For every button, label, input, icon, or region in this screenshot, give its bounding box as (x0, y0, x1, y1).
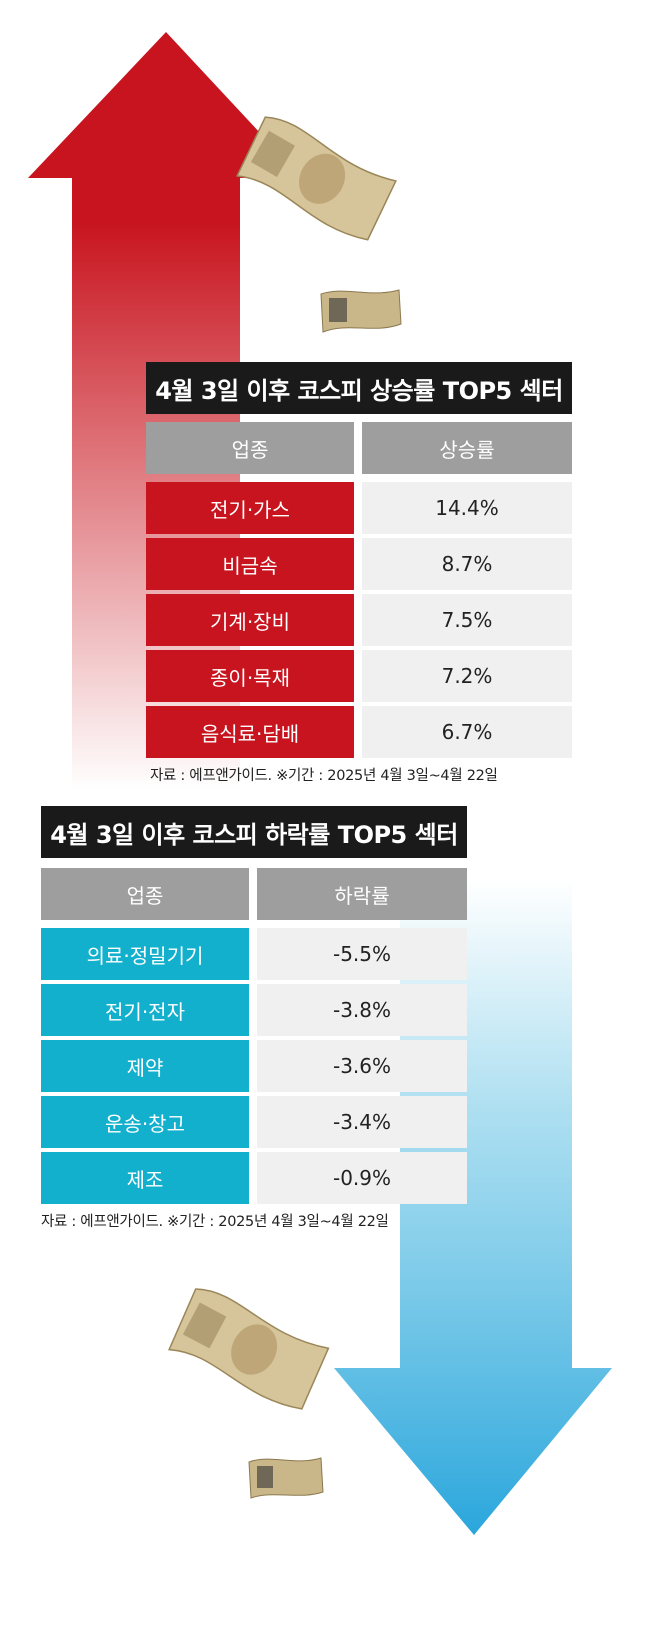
data-label: 7.5% (362, 594, 572, 646)
sector-name: 의료·정밀기기 (41, 928, 249, 980)
rise-table-title: 4월 3일 이후 코스피 상승률 TOP5 섹터 (146, 362, 572, 414)
banknote-icon (168, 1288, 330, 1410)
table-row: 제약 -3.6% (41, 1040, 467, 1092)
sector-name: 전기·전자 (41, 984, 249, 1036)
fall-table: 4월 3일 이후 코스피 하락률 TOP5 섹터 업종 하락률 의료·정밀기기 … (41, 806, 467, 1204)
fall-source-note: 자료 : 에프앤가이드. ※기간 : 2025년 4월 3일~4월 22일 (41, 1214, 389, 1230)
table-row: 비금속 8.7% (146, 538, 572, 590)
sector-name: 운송·창고 (41, 1096, 249, 1148)
banknote-icon (235, 116, 397, 241)
data-label: -5.5% (257, 928, 467, 980)
table-row: 전기·가스 14.4% (146, 482, 572, 534)
fall-header-rate: 하락률 (257, 868, 467, 920)
table-row: 기계·장비 7.5% (146, 594, 572, 646)
table-row: 운송·창고 -3.4% (41, 1096, 467, 1148)
table-row: 의료·정밀기기 -5.5% (41, 928, 467, 980)
rise-table: 4월 3일 이후 코스피 상승률 TOP5 섹터 업종 상승률 전기·가스 14… (146, 362, 572, 758)
data-label: -3.6% (257, 1040, 467, 1092)
fall-table-header: 업종 하락률 (41, 868, 467, 920)
data-label: 7.2% (362, 650, 572, 702)
sector-name: 전기·가스 (146, 482, 354, 534)
sector-name: 기계·장비 (146, 594, 354, 646)
sector-name: 종이·목재 (146, 650, 354, 702)
fall-table-title: 4월 3일 이후 코스피 하락률 TOP5 섹터 (41, 806, 467, 858)
banknote-icon (248, 1457, 324, 1499)
table-row: 전기·전자 -3.8% (41, 984, 467, 1036)
fall-header-sector: 업종 (41, 868, 249, 920)
rise-table-header: 업종 상승률 (146, 422, 572, 474)
banknote-icon (320, 289, 402, 333)
data-label: 6.7% (362, 706, 572, 758)
rise-header-rate: 상승률 (362, 422, 572, 474)
table-row: 종이·목재 7.2% (146, 650, 572, 702)
sector-name: 제조 (41, 1152, 249, 1204)
table-row: 음식료·담배 6.7% (146, 706, 572, 758)
data-label: 14.4% (362, 482, 572, 534)
data-label: -3.8% (257, 984, 467, 1036)
data-label: 8.7% (362, 538, 572, 590)
data-label: -3.4% (257, 1096, 467, 1148)
rise-source-note: 자료 : 에프앤가이드. ※기간 : 2025년 4월 3일~4월 22일 (150, 768, 498, 784)
sector-name: 음식료·담배 (146, 706, 354, 758)
rise-header-sector: 업종 (146, 422, 354, 474)
table-row: 제조 -0.9% (41, 1152, 467, 1204)
sector-name: 비금속 (146, 538, 354, 590)
sector-name: 제약 (41, 1040, 249, 1092)
data-label: -0.9% (257, 1152, 467, 1204)
